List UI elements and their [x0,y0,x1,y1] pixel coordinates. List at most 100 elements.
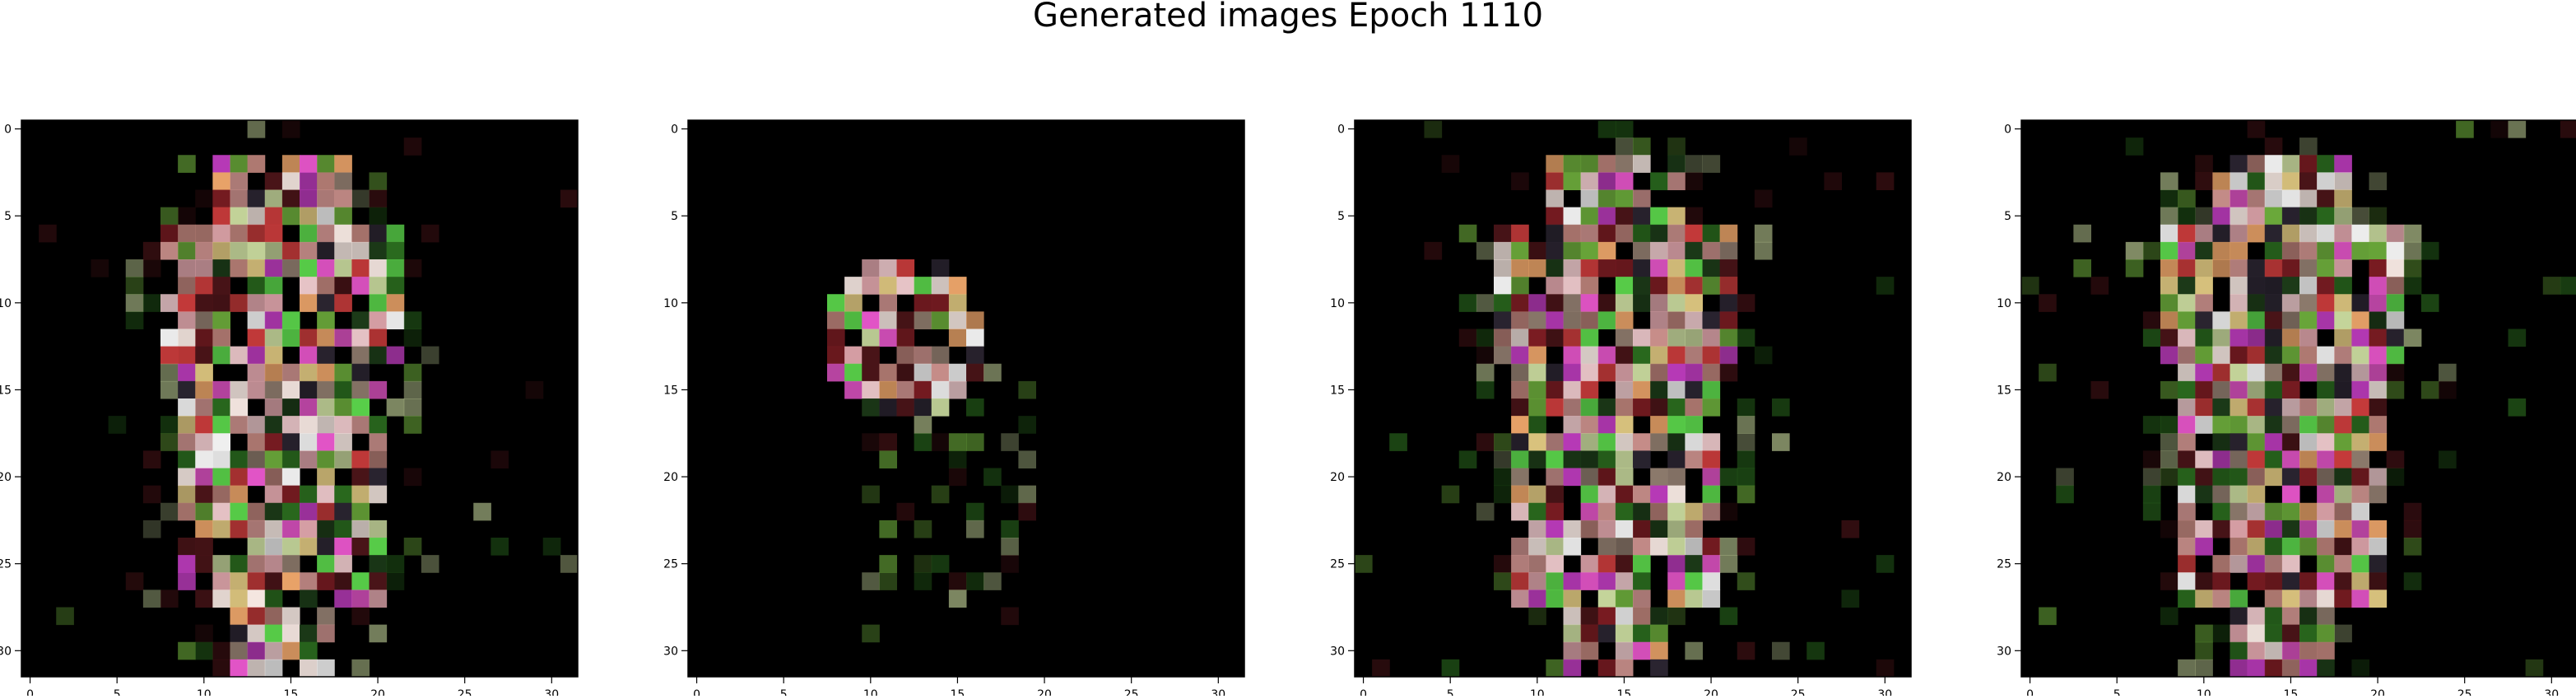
pixel [369,277,388,295]
pixel [1476,329,1495,347]
pixel [2317,241,2335,260]
pixel [2178,555,2196,573]
pixel [2542,277,2561,295]
pixel [2264,538,2283,556]
pixel [879,433,898,451]
pixel [334,380,352,399]
pixel [2178,502,2196,521]
pixel [300,502,318,521]
pixel [212,485,231,504]
pixel [212,450,231,469]
pixel [2212,241,2231,260]
pixel [1615,172,1634,191]
pixel [160,207,179,226]
pixel [1494,259,1512,277]
pixel [300,294,318,312]
pixel [351,329,370,347]
pixel [2281,346,2300,365]
pixel [1667,468,1686,487]
pixel [247,224,266,243]
pixel [948,277,967,295]
pixel [2230,433,2248,451]
pixel [966,346,984,365]
pixel [1702,589,1721,608]
pixel [369,433,388,451]
pixel [2299,433,2318,451]
pixel [247,241,266,260]
pixel [351,416,370,434]
pixel [2386,380,2405,399]
pixel [2299,329,2318,347]
pixel [2317,416,2335,434]
pixel [1563,572,1582,590]
x-tick-label: 30 [544,688,559,696]
pixel [2247,294,2266,312]
pixel [1772,433,1790,451]
pixel [2369,572,2388,590]
pixel [1633,502,1651,521]
pixel [2420,294,2439,312]
pixel [1633,520,1651,538]
pixel [1597,398,1616,417]
pixel [2230,189,2248,208]
pixel [2351,416,2370,434]
pixel [2247,398,2266,417]
pixel [1737,468,1755,487]
pixel [1597,311,1616,330]
pixel [1580,641,1599,660]
pixel [264,520,283,538]
pixel [1546,659,1565,678]
pixel [178,433,196,451]
pixel [914,433,932,451]
pixel [1018,450,1037,469]
pixel [2247,346,2266,365]
pixel [1633,624,1651,643]
pixel [386,259,405,277]
pixel [1876,277,1895,295]
pixel [2125,241,2144,260]
pixel [281,363,300,382]
pixel [844,277,863,295]
pixel [2334,346,2352,365]
pixel [1528,311,1546,330]
pixel [317,277,335,295]
pixel [195,468,213,487]
pixel [264,538,283,556]
pixel [1667,450,1686,469]
pixel [317,433,335,451]
pixel [2247,120,2266,138]
pixel [1615,207,1634,226]
pixel [931,294,950,312]
pixel [1806,641,1825,660]
pixel [2264,572,2283,590]
pixel [1389,433,1407,451]
pixel [247,589,266,608]
pixel [264,329,283,347]
pixel [334,450,352,469]
pixel [1650,485,1668,504]
pixel [1633,572,1651,590]
pixel [300,363,318,382]
pixel [195,416,213,434]
pixel [1685,398,1704,417]
pixel [1528,363,1546,382]
pixel [1528,433,1546,451]
pixel [2281,538,2300,556]
pixel [2212,346,2231,365]
pixel [178,294,196,312]
pixel [1685,538,1704,556]
pixel [247,468,266,487]
x-tick-label: 15 [1617,688,1632,696]
pixel [2299,172,2318,191]
pixel [1702,224,1721,243]
x-tick-label: 25 [458,688,472,696]
pixel [247,572,266,590]
pixel [2264,259,2283,277]
pixel [386,277,405,295]
pixel [2560,120,2576,138]
pixel [1789,137,1807,156]
pixel [2247,416,2266,434]
pixel [178,259,196,277]
pixel [2230,172,2248,191]
pixel [1563,363,1582,382]
